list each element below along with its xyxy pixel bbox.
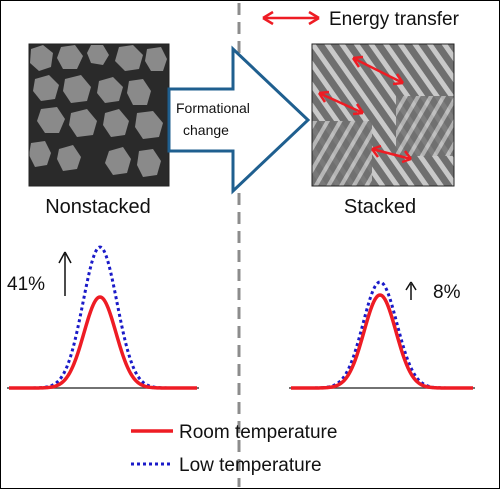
right-room-temperature-curve <box>291 295 473 388</box>
formational-change-arrow[interactable]: Formational change <box>169 49 308 191</box>
nonstacked-label: Nonstacked <box>45 196 151 218</box>
right-spectra: 8% <box>289 282 475 388</box>
room-legend-label: Room temperature <box>179 422 337 443</box>
stacked-micrograph <box>312 44 454 186</box>
right-increase-label: 8% <box>433 282 461 303</box>
energy-transfer-label: Energy transfer <box>329 9 460 30</box>
temperature-legend: Room temperature Low temperature <box>131 422 337 476</box>
left-spectra: 41% <box>7 247 199 388</box>
energy-transfer-legend: Energy transfer <box>263 9 460 30</box>
left-room-temperature-curve <box>9 297 197 388</box>
left-low-temperature-curve <box>9 247 197 388</box>
low-legend-label: Low temperature <box>179 455 322 476</box>
nonstacked-micrograph <box>29 44 169 186</box>
stacked-label: Stacked <box>344 196 416 218</box>
left-increase-label: 41% <box>7 274 45 295</box>
formational-label: Formational <box>176 100 250 116</box>
change-label: change <box>183 122 229 138</box>
